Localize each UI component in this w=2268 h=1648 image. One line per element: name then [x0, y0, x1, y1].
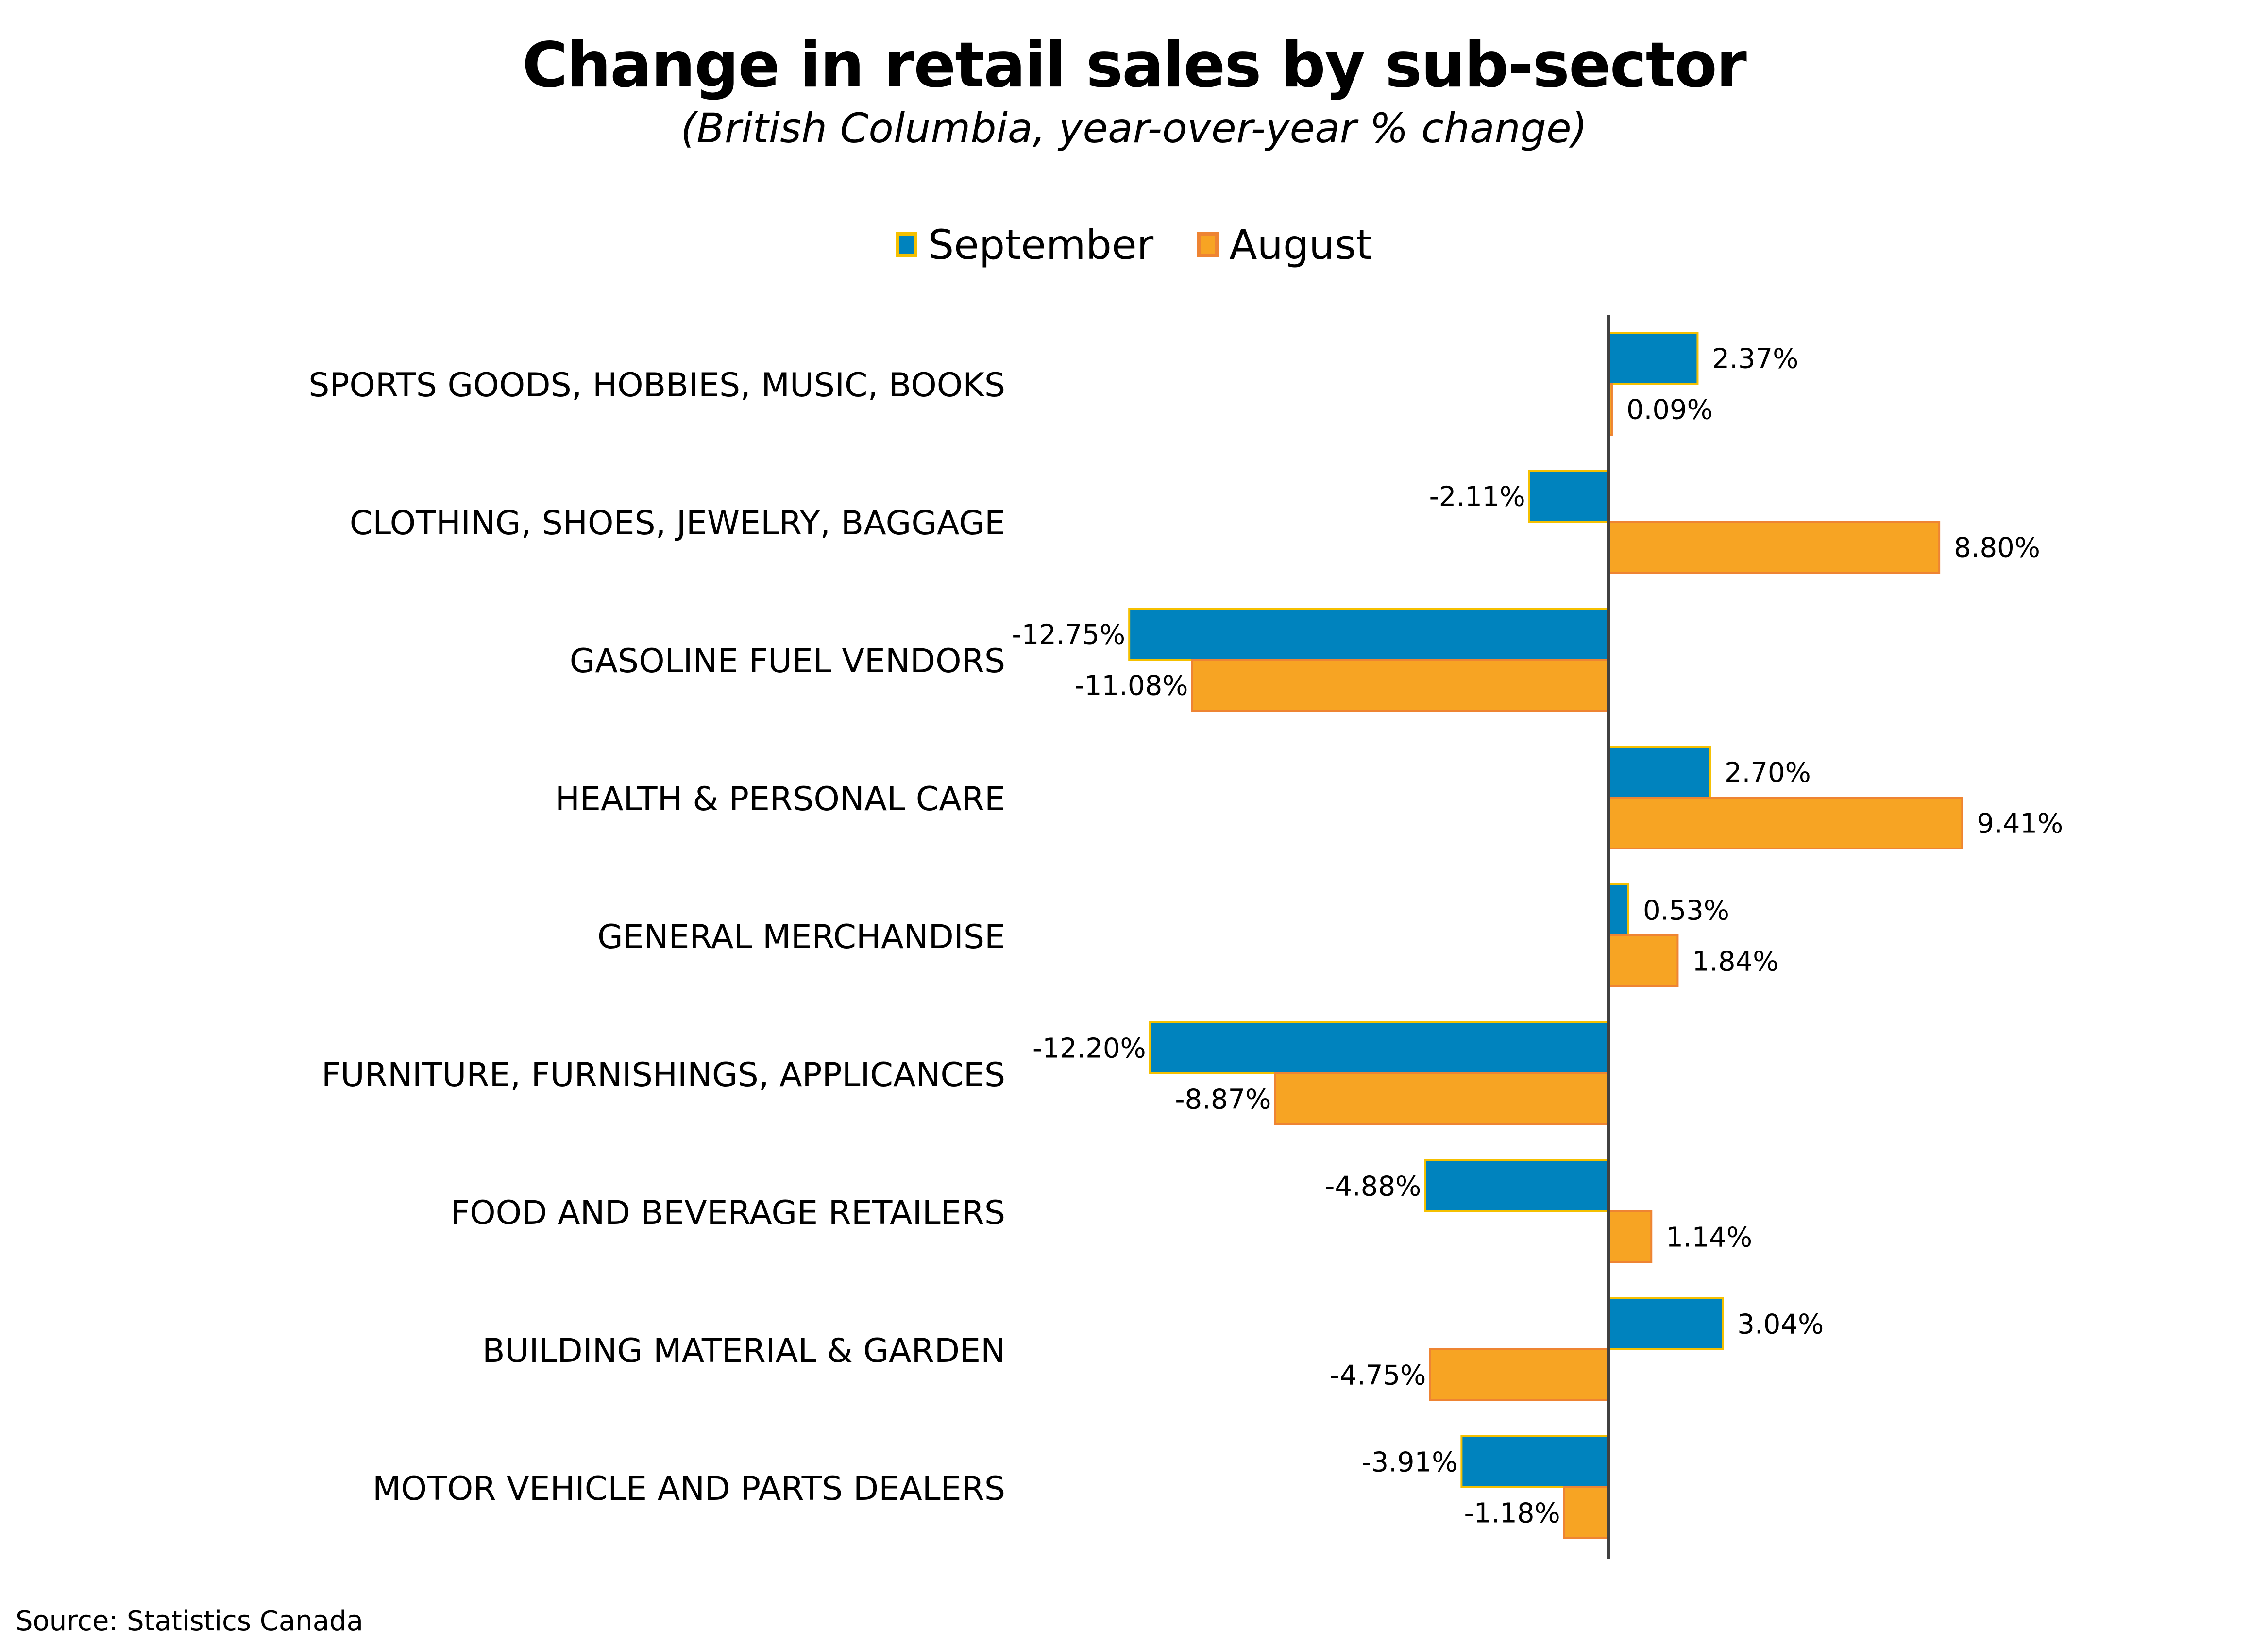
bar-september	[1528, 470, 1610, 523]
bar-august	[1191, 659, 1609, 712]
data-labels: 2.37% 0.09% -2.11% 8.80% -12.75% -11.08% 2.70%…	[1012, 343, 2063, 1529]
data-label-august: 1.84%	[1692, 946, 1778, 978]
bar-september	[1128, 608, 1609, 661]
data-label-september: 2.70%	[1725, 757, 1811, 789]
data-label-august: -11.08%	[1075, 670, 1188, 702]
bar-august	[1563, 1486, 1609, 1539]
legend-swatch-september	[896, 232, 917, 257]
bar-august	[1608, 797, 1963, 849]
data-label-august: 9.41%	[1977, 808, 2063, 840]
bar-september	[1608, 883, 1630, 936]
bar-august	[1429, 1348, 1610, 1401]
data-label-august: -1.18%	[1464, 1498, 1560, 1529]
data-label-september: -4.88%	[1325, 1171, 1421, 1203]
bar-september	[1424, 1159, 1610, 1212]
chart-subtitle: (British Columbia, year-over-year % chan…	[680, 104, 1588, 152]
bar-august	[1274, 1072, 1609, 1125]
source-note: Source: Statistics Canada	[16, 1605, 363, 1637]
data-label-august: -4.75%	[1330, 1360, 1426, 1392]
data-label-september: 0.53%	[1643, 895, 1729, 927]
category-label: SPORTS GOODS, HOBBIES, MUSIC, BOOKS	[308, 366, 1005, 405]
bar-september	[1460, 1435, 1609, 1488]
category-label: FURNITURE, FURNISHINGS, APPLICANCES	[322, 1056, 1005, 1094]
legend-swatch-august	[1197, 232, 1219, 257]
bars	[1128, 332, 1963, 1539]
category-label: BUILDING MATERIAL & GARDEN	[482, 1332, 1005, 1370]
bar-august	[1608, 1210, 1653, 1263]
data-label-august: 1.14%	[1666, 1222, 1752, 1254]
data-label-august: -8.87%	[1175, 1084, 1271, 1116]
category-label: HEALTH & PERSONAL CARE	[555, 780, 1005, 818]
bar-september	[1608, 746, 1711, 799]
data-label-september: 2.37%	[1712, 343, 1798, 375]
bar-september	[1608, 332, 1699, 385]
category-labels: SPORTS GOODS, HOBBIES, MUSIC, BOOKS CLOTH…	[308, 366, 1005, 1508]
data-label-september: -3.91%	[1361, 1447, 1457, 1478]
data-label-september: -2.11%	[1429, 481, 1525, 513]
bar-august	[1608, 521, 1941, 574]
legend-item-september: September	[896, 221, 1153, 269]
bar-august	[1608, 934, 1679, 987]
chart-title: Change in retail sales by sub-sector	[522, 29, 1747, 102]
data-label-september: -12.75%	[1012, 619, 1125, 651]
category-label: GENERAL MERCHANDISE	[597, 918, 1005, 956]
data-label-september: 3.04%	[1737, 1309, 1824, 1341]
category-label: FOOD AND BEVERAGE RETAILERS	[451, 1194, 1005, 1232]
category-label: MOTOR VEHICLE AND PARTS DEALERS	[372, 1470, 1005, 1508]
category-label: GASOLINE FUEL VENDORS	[570, 642, 1005, 680]
bar-september	[1608, 1297, 1724, 1350]
data-label-august: 0.09%	[1626, 394, 1713, 426]
data-label-august: 8.80%	[1954, 532, 2040, 564]
category-label: CLOTHING, SHOES, JEWELRY, BAGGAGE	[350, 504, 1005, 543]
data-label-september: -12.20%	[1032, 1033, 1146, 1065]
legend-label-september: September	[928, 221, 1154, 269]
bar-september	[1149, 1021, 1609, 1074]
legend: September August	[0, 221, 2268, 269]
legend-item-august: August	[1197, 221, 1372, 269]
legend-label-august: August	[1229, 221, 1372, 269]
